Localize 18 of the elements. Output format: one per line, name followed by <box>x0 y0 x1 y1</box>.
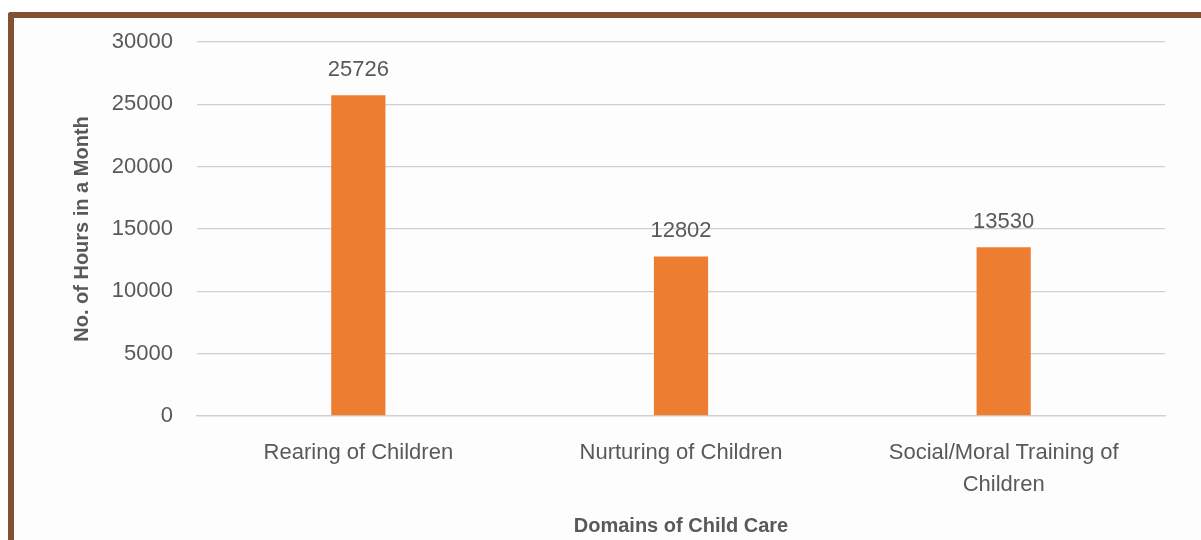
x-axis-title: Domains of Child Care <box>573 513 789 536</box>
x-tick-label: Nurturing of Children <box>579 439 783 465</box>
x-tick-label: Social/Moral Training of Children <box>888 439 1120 496</box>
y-tick-label: 5000 <box>124 339 173 365</box>
y-tick-label: 25000 <box>111 90 173 116</box>
y-tick-label: 10000 <box>111 277 173 303</box>
data-label: 13530 <box>973 208 1035 234</box>
y-tick-label: 20000 <box>111 152 173 178</box>
bar <box>331 95 386 416</box>
data-label: 12802 <box>650 217 712 243</box>
y-tick-label: 0 <box>160 402 173 428</box>
y-axis-title: No. of Hours in a Month <box>69 116 92 342</box>
y-tick-label: 15000 <box>111 215 173 241</box>
data-label: 25726 <box>327 56 389 82</box>
x-tick-label: Rearing of Children <box>263 439 454 465</box>
bar <box>976 247 1031 416</box>
y-tick-label: 30000 <box>111 28 173 54</box>
bar <box>653 256 709 416</box>
